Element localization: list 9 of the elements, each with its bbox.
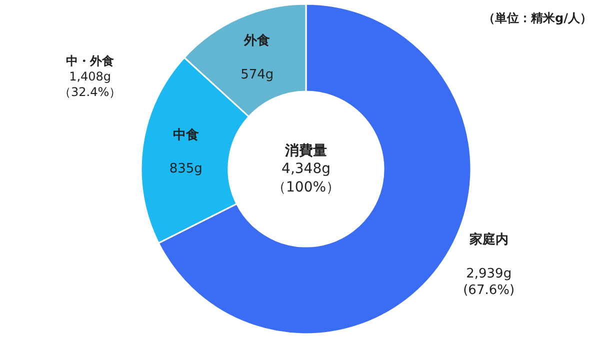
slice-label: 家庭内 (468, 231, 508, 248)
data-label: 2,939g (67.6%) (463, 266, 515, 298)
text: 消費量 4,348g （100%） (272, 143, 340, 196)
text: （単位：精米g/人） (483, 11, 592, 25)
slice-label: 中食 (172, 128, 199, 143)
data-label: 835g (169, 162, 202, 177)
data-label: 574g (240, 67, 274, 82)
text: 中・外食 1,408g （32.4%） (59, 54, 122, 100)
slice-label: 外食 (243, 34, 270, 49)
